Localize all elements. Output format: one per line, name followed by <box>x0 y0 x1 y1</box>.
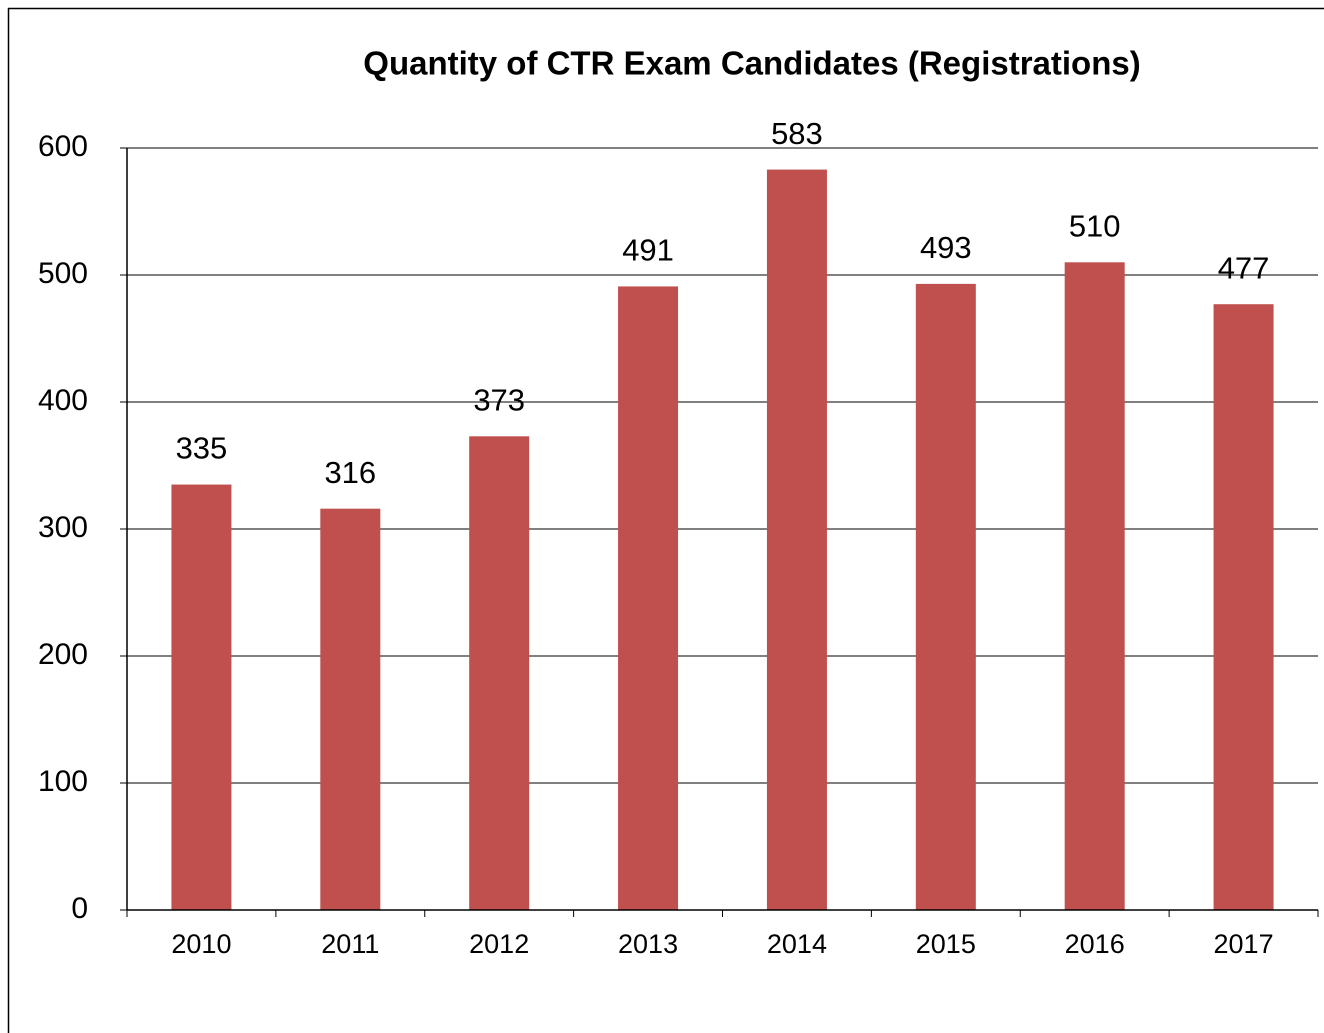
bar <box>320 508 381 910</box>
data-label: 373 <box>473 382 525 417</box>
bar <box>171 484 232 910</box>
y-tick-label: 300 <box>38 511 88 544</box>
y-tick-label: 600 <box>38 130 88 163</box>
bar <box>1213 304 1274 911</box>
data-label: 316 <box>324 455 376 490</box>
y-tick-label: 500 <box>38 257 88 290</box>
y-tick-label: 200 <box>38 638 88 671</box>
data-label: 491 <box>622 233 674 268</box>
data-label: 335 <box>176 431 228 466</box>
data-label: 510 <box>1069 208 1121 243</box>
x-tick-label: 2012 <box>469 929 529 959</box>
x-tick-label: 2011 <box>321 929 379 959</box>
x-tick-label: 2014 <box>767 929 827 959</box>
y-tick-label: 400 <box>38 384 88 417</box>
x-tick-label: 2013 <box>618 929 678 959</box>
x-tick-label: 2010 <box>171 929 231 959</box>
bar <box>766 169 827 911</box>
chart-title: Quantity of CTR Exam Candidates (Registr… <box>363 45 1140 82</box>
y-tick-label: 100 <box>38 765 88 798</box>
data-label: 493 <box>920 230 972 265</box>
x-tick-label: 2016 <box>1065 929 1125 959</box>
y-tick-label: 0 <box>71 892 88 925</box>
x-tick-label: 2017 <box>1214 929 1274 959</box>
bar <box>469 436 530 910</box>
bar <box>1064 262 1125 910</box>
data-label: 477 <box>1218 250 1270 285</box>
bar <box>618 286 679 910</box>
x-tick-label: 2015 <box>916 929 976 959</box>
bar <box>915 283 976 910</box>
data-label: 583 <box>771 116 823 151</box>
